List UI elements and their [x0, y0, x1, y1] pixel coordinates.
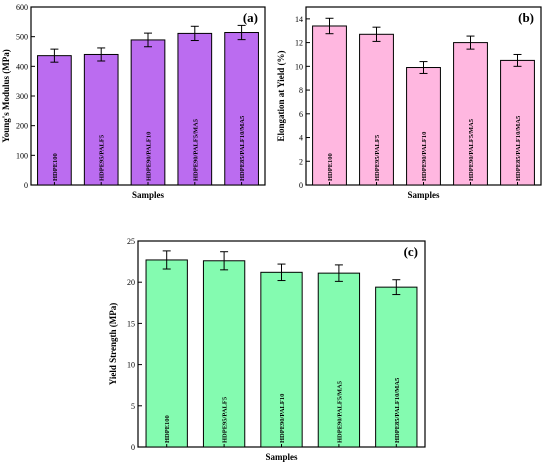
y-tick-label: 10	[127, 361, 135, 370]
bar-label: HDPE85/PALF10/MA5	[239, 115, 246, 181]
chart-panel-3: 0 5 10 15 20 25 HDPE100 HDPE95/PALF5 HDPE90/PALF…	[108, 237, 426, 462]
bar	[312, 25, 347, 186]
bar-label: HDPE100	[52, 153, 59, 181]
y-tick-label: 0	[299, 181, 303, 190]
x-axis-label: Samples	[265, 452, 298, 462]
bar-label: HDPE95/PALF5	[99, 134, 106, 181]
chart-panel-2: 0 2 4 6 8 10 12 14 HDPE100 HDPE95/PALF5 HDPE90/PAL…	[276, 6, 542, 200]
bar	[406, 67, 441, 186]
y-tick-label: 20	[127, 278, 135, 287]
x-axis-label: Samples	[132, 190, 165, 200]
y-tick-label: 600	[16, 3, 28, 12]
bar-label: HDPE90/PALF5/MA5	[336, 380, 343, 443]
panel-tag: (a)	[243, 10, 258, 25]
y-tick-label: 6	[299, 110, 303, 119]
y-axis-label: Yield Strength (MPa)	[108, 303, 118, 386]
y-tick-label: 0	[24, 181, 28, 190]
panel-tag: (b)	[518, 10, 534, 25]
y-tick-label: 5	[131, 402, 135, 411]
y-tick-label: 8	[299, 86, 303, 95]
x-axis-label: Samples	[407, 190, 440, 200]
bar-label: HDPE90/PALF5/MA5	[192, 118, 199, 181]
bar-label: HDPE90/PALF10	[146, 132, 153, 181]
y-tick-label: 0	[131, 443, 135, 452]
bar	[359, 33, 394, 186]
bar-label: HDPE85/PALF10/MA5	[394, 377, 401, 443]
bar	[500, 59, 535, 186]
y-tick-label: 4	[299, 134, 303, 143]
chart-panel-1: 0 100 200 300 400 500 600 HDPE100 HDPE95/PALF5 HD…	[1, 3, 266, 200]
y-tick-label: 2	[299, 157, 303, 166]
y-tick-label: 200	[16, 122, 28, 131]
bar-label: HDPE85/PALF10/MA5	[515, 115, 522, 181]
bar-label: HDPE100	[327, 153, 334, 181]
y-tick-label: 14	[295, 15, 303, 24]
y-axis-label: Young's Modulus (MPa)	[1, 49, 11, 143]
bar	[453, 42, 488, 186]
y-tick-label: 400	[16, 62, 28, 71]
bar-label: HDPE100	[164, 415, 171, 443]
y-tick-label: 100	[16, 151, 28, 160]
bar	[317, 272, 361, 448]
bar-label: HDPE95/PALF5	[222, 396, 229, 443]
y-tick-label: 12	[295, 39, 303, 48]
bar	[202, 260, 246, 448]
bar	[177, 32, 213, 186]
y-tick-label: 15	[127, 319, 135, 328]
y-tick-label: 25	[127, 237, 135, 246]
panel-tag: (c)	[404, 244, 418, 259]
bar-label: HDPE90/PALF5/MA5	[468, 118, 475, 181]
y-axis-label: Elongation at Yield (%)	[276, 50, 286, 141]
y-tick-label: 500	[16, 33, 28, 42]
bar	[145, 259, 188, 448]
bar-label: HDPE95/PALF5	[374, 134, 381, 181]
bar-label: HDPE90/PALF10	[421, 132, 428, 181]
y-tick-label: 300	[16, 92, 28, 101]
bar	[83, 53, 119, 186]
y-tick-label: 10	[295, 62, 303, 71]
bar-label: HDPE90/PALF10	[279, 394, 286, 443]
